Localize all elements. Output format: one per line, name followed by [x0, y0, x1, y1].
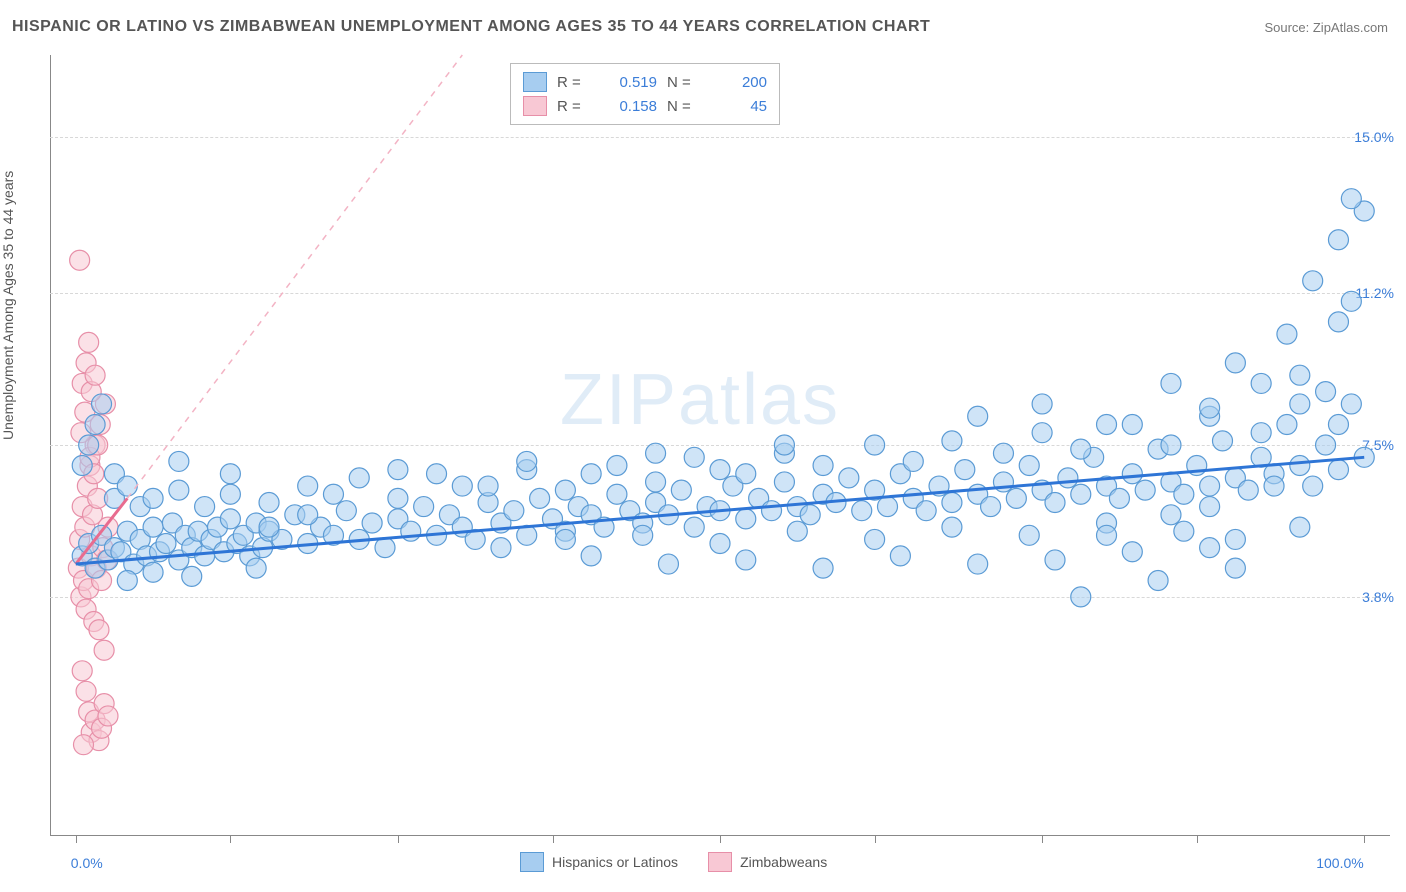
y-tick-label: 7.5%	[1362, 437, 1394, 453]
legend-n-label: N =	[667, 74, 703, 91]
swatch-pink-icon	[708, 852, 732, 872]
y-axis-label: Unemployment Among Ages 35 to 44 years	[0, 171, 16, 440]
legend-row-blue: R = 0.519 N = 200	[523, 70, 767, 94]
legend-item-blue: Hispanics or Latinos	[520, 852, 678, 872]
chart-title: HISPANIC OR LATINO VS ZIMBABWEAN UNEMPLO…	[12, 18, 930, 36]
source-attribution: Source: ZipAtlas.com	[1264, 20, 1388, 35]
legend-r-label: R =	[557, 74, 593, 91]
legend-n-value: 200	[713, 74, 767, 91]
legend-row-pink: R = 0.158 N = 45	[523, 94, 767, 118]
legend-item-pink: Zimbabweans	[708, 852, 827, 872]
swatch-blue-icon	[523, 72, 547, 92]
y-tick-label: 15.0%	[1354, 129, 1394, 145]
y-tick-label: 11.2%	[1355, 285, 1394, 301]
x-tick-label: 0.0%	[71, 855, 103, 871]
watermark: ZIPatlas	[560, 359, 840, 441]
swatch-blue-icon	[520, 852, 544, 872]
legend-n-value: 45	[713, 98, 767, 115]
legend-r-label: R =	[557, 98, 593, 115]
series-legend: Hispanics or Latinos Zimbabweans	[520, 852, 827, 872]
y-tick-label: 3.8%	[1362, 589, 1394, 605]
legend-r-value: 0.158	[603, 98, 657, 115]
legend-n-label: N =	[667, 98, 703, 115]
correlation-legend: R = 0.519 N = 200 R = 0.158 N = 45	[510, 63, 780, 125]
legend-r-value: 0.519	[603, 74, 657, 91]
legend-label: Zimbabweans	[740, 854, 827, 870]
swatch-pink-icon	[523, 96, 547, 116]
legend-label: Hispanics or Latinos	[552, 854, 678, 870]
x-tick-label: 100.0%	[1316, 855, 1363, 871]
scatter-plot	[0, 0, 1406, 892]
